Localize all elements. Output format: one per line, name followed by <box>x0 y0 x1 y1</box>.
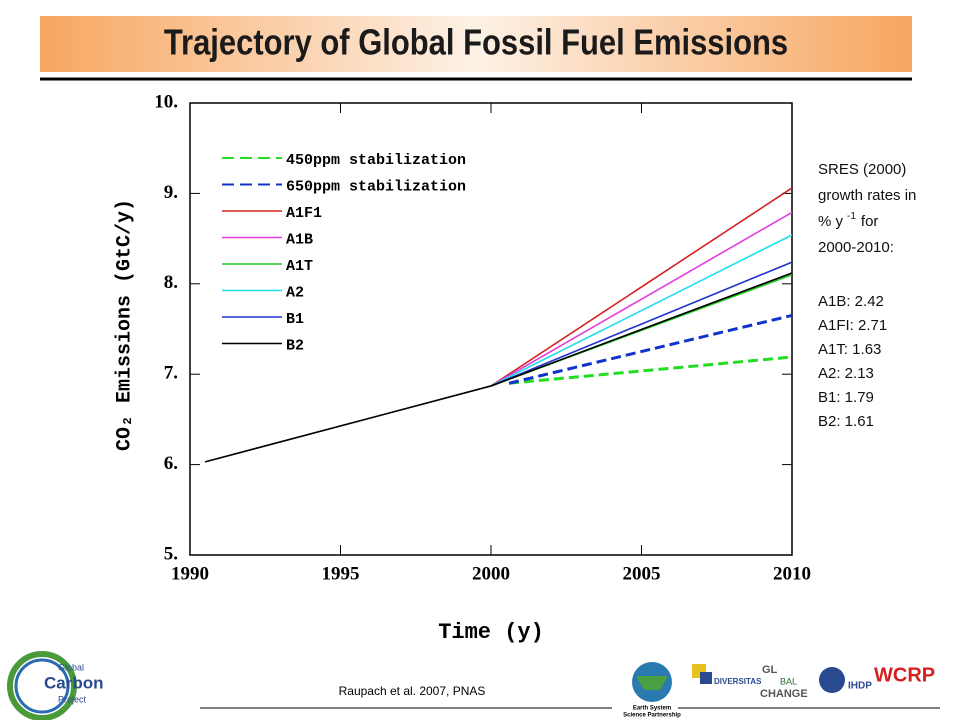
logo-text: Carbon <box>44 673 104 692</box>
logo-text: Global <box>58 662 84 672</box>
logo-text: DIVERSITAS <box>714 677 762 686</box>
legend-label: A1F1 <box>286 205 322 222</box>
legend-label: B1 <box>286 311 304 328</box>
citation: Raupach et al. 2007, PNAS <box>339 684 486 698</box>
logo-ring <box>14 658 70 714</box>
y-tick-label: 10. <box>154 91 178 112</box>
partner-logos: Earth System Science Partnership DIVERSI… <box>623 662 935 719</box>
growth-rate: B2: 1.61 <box>818 413 874 430</box>
annotation-line: % y -1 for <box>818 211 878 230</box>
annotation-line: 2000-2010: <box>818 239 894 256</box>
legend-label: 650ppm stabilization <box>286 178 466 195</box>
legend-label: 450ppm stabilization <box>286 152 466 169</box>
logo-text: CHANGE <box>760 688 808 700</box>
slide-title: Trajectory of Global Fossil Fuel Emissio… <box>164 23 788 63</box>
x-tick-label: 1995 <box>322 563 360 584</box>
logo-text: Project <box>58 694 87 704</box>
y-tick-label: 8. <box>164 272 178 293</box>
series-line <box>490 234 793 387</box>
series-line <box>204 272 793 463</box>
logo-text: WCRP <box>874 664 935 686</box>
annotation-line: SRES (2000) <box>818 161 906 178</box>
growth-rate: A2: 2.13 <box>818 365 874 382</box>
chart: 5. 6. 7. 8. 9. 10. 1990 1995 2000 2005 2010 Time (y… <box>113 91 811 644</box>
x-tick-label: 1990 <box>171 563 209 584</box>
legend-label: A2 <box>286 284 304 301</box>
series-line <box>508 313 793 385</box>
side-annotation: SRES (2000) growth rates in % y -1 for 200… <box>818 161 916 430</box>
x-tick-label: 2000 <box>472 563 510 584</box>
series-line <box>490 261 793 387</box>
series-line <box>508 355 793 385</box>
growth-rate: A1B: 2.42 <box>818 293 884 310</box>
diversitas-mark <box>700 672 712 684</box>
unit-after: for <box>861 213 879 230</box>
logo-text: Earth System <box>633 706 671 712</box>
logo-text: IHDP <box>848 681 872 692</box>
ihdp-globe <box>819 667 845 693</box>
y-axis-label: CO₂ Emissions (GtC/y) <box>113 199 136 451</box>
annotation-line: growth rates in <box>818 187 916 204</box>
logo-ring <box>7 651 77 720</box>
y-tick-label: 5. <box>164 543 178 564</box>
unit-exp: -1 <box>847 211 856 222</box>
y-tick-label: 6. <box>164 453 178 474</box>
x-axis-label: Time (y) <box>438 620 544 645</box>
gcp-logo: Global Carbon Project <box>7 651 104 720</box>
growth-rate: A1T: 1.63 <box>818 341 881 358</box>
logo-text: GL <box>762 664 778 676</box>
essp-land <box>636 676 668 690</box>
series-line <box>490 211 793 387</box>
growth-rate: B1: 1.79 <box>818 389 874 406</box>
x-tick-label: 2005 <box>623 563 661 584</box>
y-tick-label: 9. <box>164 182 178 203</box>
logo-text: BAL <box>780 676 797 686</box>
logo-text: Science Partnership <box>623 713 681 719</box>
series-line <box>490 187 793 387</box>
legend-label: A1T <box>286 258 313 275</box>
title-banner <box>40 16 912 72</box>
legend-label: A1B <box>286 231 313 248</box>
legend-label: B2 <box>286 337 304 354</box>
plot-frame <box>189 102 793 556</box>
y-tick-label: 7. <box>164 363 178 384</box>
growth-rate: A1FI: 2.71 <box>818 317 887 334</box>
unit: % y <box>818 213 844 230</box>
x-tick-label: 2010 <box>773 563 811 584</box>
